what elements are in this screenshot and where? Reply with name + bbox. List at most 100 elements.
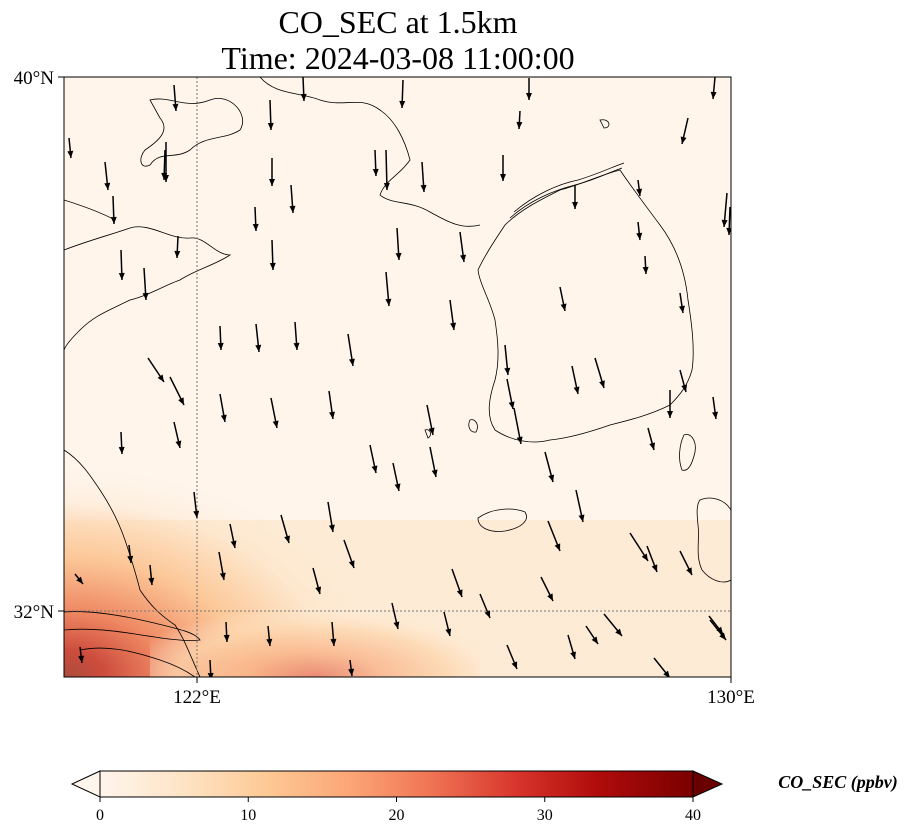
tick-label-lat-40: 40°N: [14, 68, 55, 89]
wind-arrow-head: [269, 179, 275, 186]
wind-arrow-head: [178, 397, 184, 405]
chart-title-line1: CO_SEC at 1.5km: [278, 4, 517, 40]
wind-arrow-head: [681, 384, 688, 392]
wind-arrow-head: [420, 184, 427, 192]
wind-arrow-head: [394, 483, 401, 491]
colorbar-tick-label: 40: [685, 807, 701, 824]
wind-arrow-head: [548, 474, 555, 482]
colorbar-label: CO_SEC (ppbv): [778, 772, 898, 793]
wind-arrow-head: [516, 436, 523, 444]
wind-arrow-head: [428, 427, 435, 435]
wind-arrow-head: [663, 670, 670, 677]
wind-arrow-head: [67, 150, 74, 158]
wind-arrow-head: [554, 543, 561, 551]
wind-arrow-head: [526, 93, 532, 100]
wind-arrow-head: [223, 634, 230, 642]
wind-arrow-head: [252, 223, 259, 231]
wind-arrow-head: [508, 401, 515, 409]
wind-arrow-head: [719, 632, 726, 640]
wind-arrow-head: [573, 386, 580, 394]
wind-arrow-head: [161, 172, 168, 180]
wind-arrow-head: [716, 626, 723, 634]
wind-arrow-head: [175, 440, 182, 448]
wind-arrow-head: [172, 103, 179, 111]
wind-arrow-head: [385, 298, 392, 306]
wind-arrow-head: [399, 100, 406, 108]
wind-arrow-head: [289, 205, 296, 213]
colorbar-body: [99, 770, 694, 798]
wind-arrow-head: [371, 465, 378, 473]
wind-arrow-head: [142, 292, 149, 300]
wind-arrow-head: [269, 262, 276, 270]
wind-arrow-head: [255, 344, 262, 352]
tick-label-lon-130: 130°E: [707, 687, 755, 708]
colorbar-tick-label: 30: [537, 807, 553, 824]
wind-arrow-head: [230, 540, 237, 548]
wind-arrow-head: [328, 524, 335, 532]
wind-arrow-head: [615, 628, 622, 636]
wind-arrow-head: [193, 510, 200, 518]
wind-arrow-head: [511, 661, 518, 669]
wind-arrow-head: [445, 628, 452, 636]
wind-arrow-head: [456, 589, 463, 597]
wind-arrow-head: [293, 342, 300, 350]
wind-arrow-head: [570, 651, 576, 659]
wind-arrow-head: [591, 636, 598, 644]
wind-arrow-head: [118, 272, 125, 280]
wind-arrow-head: [599, 380, 605, 388]
wind-arrow-head: [348, 358, 355, 366]
wind-arrow-head: [578, 514, 585, 522]
wind-arrow-head: [267, 122, 274, 130]
wind-arrow-head: [272, 420, 279, 428]
wind-arrow-head: [217, 342, 224, 350]
map-panel: [64, 77, 731, 677]
wind-arrow-head: [642, 266, 649, 274]
wind-arrow-head: [348, 668, 355, 676]
wind-vectors: [67, 77, 731, 677]
wind-arrow-head: [157, 374, 164, 382]
wind-arrow-head: [300, 93, 307, 101]
wind-arrow-head: [284, 535, 290, 543]
wind-arrow-head: [78, 655, 85, 663]
wind-arrow-head: [710, 91, 717, 99]
wind-arrow-head: [118, 446, 125, 454]
wind-arrow-head: [329, 411, 335, 419]
wind-arrow-head: [572, 202, 578, 209]
wind-arrow-head: [383, 182, 390, 190]
wind-arrow-head: [667, 411, 673, 418]
wind-arrow-head: [636, 232, 643, 240]
colorbar-tick-label: 20: [389, 807, 405, 824]
wind-arrow-head: [560, 303, 567, 311]
colorbar-tick-label: 0: [96, 807, 104, 824]
wind-arrow-head: [504, 367, 511, 375]
wind-arrow-head: [680, 136, 687, 144]
wind-arrow-head: [148, 577, 155, 585]
wind-arrow-head: [636, 188, 643, 196]
wind-arrow-head: [450, 322, 457, 330]
wind-arrow-head: [500, 174, 506, 181]
wind-arrow-head: [516, 121, 523, 129]
colorbar: 0 10 20 30 40 CO_SEC (ppbv): [70, 770, 898, 824]
wind-arrow-head: [431, 469, 438, 477]
map-frame: [63, 76, 732, 678]
wind-arrow-head: [395, 252, 402, 260]
wind-arrow-head: [460, 254, 467, 262]
wind-arrow-head: [547, 593, 553, 601]
wind-arrow-head: [712, 411, 719, 419]
co-field-band: [150, 560, 480, 677]
colorbar-ticks: 0 10 20 30 40: [96, 797, 701, 824]
wind-arrow-head: [104, 182, 111, 190]
wind-arrow-head: [110, 216, 117, 224]
wind-arrow-head: [651, 564, 658, 572]
tick-label-lon-122: 122°E: [173, 687, 221, 708]
colorbar-tick-label: 10: [240, 807, 256, 824]
wind-arrow-head: [484, 610, 491, 618]
wind-arrow-head: [649, 442, 656, 450]
wind-arrow-head: [127, 555, 134, 563]
colorbar-extend-min: [70, 770, 101, 798]
wind-arrow-head: [266, 638, 273, 646]
wind-arrow-head: [678, 305, 685, 313]
wind-arrow-head: [174, 250, 181, 258]
colorbar-extend-max: [692, 770, 724, 798]
